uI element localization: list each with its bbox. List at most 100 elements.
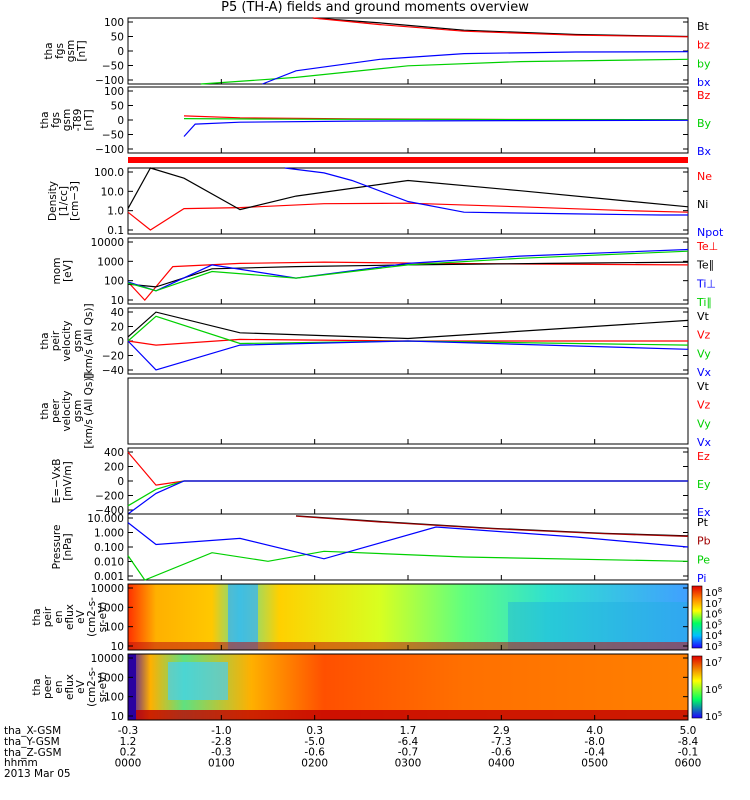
- y-tick-label: 10000: [91, 237, 124, 249]
- legend-entry: Vz: [697, 329, 711, 342]
- y-tick-label: −400: [95, 505, 124, 517]
- x-tick-label: 4.0: [586, 725, 603, 737]
- y-tick-label: 10.000: [87, 513, 124, 525]
- colorbar-tick-label: 108: [705, 586, 722, 599]
- y-axis-title: mom: [51, 258, 63, 285]
- y-tick-label: 0: [117, 115, 124, 127]
- legend-entry: Pb: [697, 535, 711, 548]
- y-axis-title: en: [53, 610, 65, 623]
- x-tick-label: -1.0: [211, 725, 232, 737]
- legend-entry: Vt: [697, 380, 710, 393]
- x-tick-label: -0.1: [678, 747, 699, 759]
- series-line-bt: [312, 17, 689, 38]
- y-tick-label: 1000: [97, 256, 124, 268]
- legend-entry: Ey: [697, 478, 711, 491]
- legend-entry: By: [697, 117, 712, 130]
- series-line-pe: [127, 550, 689, 581]
- y-axis-title: [km/s (All Qs)]: [83, 303, 95, 378]
- legend-entry: Bt: [697, 20, 710, 33]
- x-tick-label: 0100: [208, 757, 235, 769]
- colorbar-tick-label: 106: [705, 683, 723, 696]
- date-label: 2013 Mar 05: [4, 768, 71, 781]
- y-tick-label: −100: [95, 144, 124, 156]
- legend-entry: Pt: [697, 516, 709, 529]
- colorbar-tick-label: 103: [705, 640, 722, 653]
- y-tick-label: 200: [104, 462, 124, 474]
- y-axis-title: tha: [39, 332, 51, 349]
- y-axis-title: gsm: [65, 40, 77, 62]
- colorbar: [691, 655, 703, 719]
- y-axis-title: gsm: [61, 109, 73, 131]
- colorbar: [691, 585, 703, 649]
- y-tick-label: 50: [111, 32, 124, 44]
- y-tick-label: 1000: [97, 672, 124, 684]
- x-row-hhmm: hhmm: [4, 757, 38, 770]
- y-tick-label: −200: [95, 491, 124, 503]
- colorbar-tick-label: 106: [705, 608, 723, 621]
- y-tick-label: 10: [111, 641, 124, 653]
- colorbar-tick-label: 105: [705, 710, 722, 723]
- series-line-ni: [127, 167, 689, 211]
- x-tick-label: 2.9: [493, 725, 510, 737]
- series-line-te: [127, 261, 689, 288]
- y-axis-title: [eV]: [62, 260, 74, 282]
- series-line-by: [183, 118, 689, 121]
- series-line-vy: [127, 315, 689, 346]
- y-axis-title: -T89: [72, 109, 84, 132]
- legend-entry: Te∥: [696, 259, 714, 272]
- y-axis-title: Density: [47, 181, 59, 221]
- x-row-x-gsm: tha_X-GSM: [4, 725, 62, 737]
- colorbar-tick-label: 105: [705, 618, 722, 631]
- y-axis-title: sr-eV): [97, 602, 109, 633]
- x-tick-label: -6.4: [398, 736, 419, 748]
- legend-entry: Te⊥: [696, 240, 718, 253]
- y-axis-title: peir: [50, 330, 62, 351]
- x-tick-label: 0300: [395, 757, 422, 769]
- series-line-bx: [183, 119, 689, 137]
- x-tick-label: 5.0: [680, 725, 697, 737]
- series-line-pt: [295, 515, 689, 537]
- spectrogram-edge: [128, 654, 136, 720]
- series-line-vt: [127, 311, 689, 340]
- legend-entry: Npot: [697, 226, 724, 239]
- y-axis-title: [cm−3]: [69, 181, 81, 221]
- legend-entry: Ne: [697, 170, 712, 183]
- series-line-vx: [127, 340, 689, 371]
- series-line-te: [127, 261, 689, 302]
- y-tick-label: −50: [102, 130, 124, 142]
- x-tick-label: -0.6: [304, 747, 325, 759]
- y-tick-label: 50: [111, 101, 124, 113]
- y-tick-label: −50: [102, 61, 124, 73]
- y-tick-label: 10.0: [101, 186, 124, 198]
- y-tick-label: 0.100: [94, 542, 124, 554]
- panel-frame: [127, 17, 689, 85]
- x-tick-label: -0.4: [584, 747, 605, 759]
- legend-entry: Vy: [697, 417, 711, 430]
- y-axis-title: tha: [31, 678, 43, 695]
- y-tick-label: 100: [104, 276, 124, 288]
- x-tick-label: -7.3: [491, 736, 512, 748]
- x-row-z-gsm: tha_Z-GSM: [4, 746, 62, 759]
- y-axis-title: [nPa]: [62, 533, 74, 560]
- y-axis-title: fgs: [54, 43, 66, 59]
- series-line-ex: [127, 480, 688, 515]
- y-tick-label: 0.001: [94, 571, 124, 583]
- y-tick-label: 10000: [91, 583, 124, 595]
- y-axis-title: peer: [42, 674, 54, 699]
- y-tick-label: 10: [111, 711, 124, 723]
- y-tick-label: 1.000: [94, 528, 124, 540]
- y-axis-title: [km/s (All Qs)]: [83, 373, 95, 448]
- legend-entry: bx: [697, 76, 711, 89]
- spectrogram-cold-region: [168, 662, 228, 700]
- y-tick-label: 0: [117, 46, 124, 58]
- x-axis-annotation: tha_X-GSM tha_Y-GSM tha_Z-GSM hhmm 2013 …: [4, 726, 71, 780]
- legend-entry: Vx: [697, 366, 712, 379]
- x-tick-label: -0.6: [491, 747, 512, 759]
- series-line-ti: [127, 248, 689, 292]
- y-axis-title: (cm2-s-: [86, 597, 98, 637]
- y-tick-label: 10000: [91, 653, 124, 665]
- y-tick-label: −40: [102, 365, 124, 377]
- y-tick-label: 0.1: [107, 225, 124, 237]
- legend-entry: by: [697, 57, 711, 70]
